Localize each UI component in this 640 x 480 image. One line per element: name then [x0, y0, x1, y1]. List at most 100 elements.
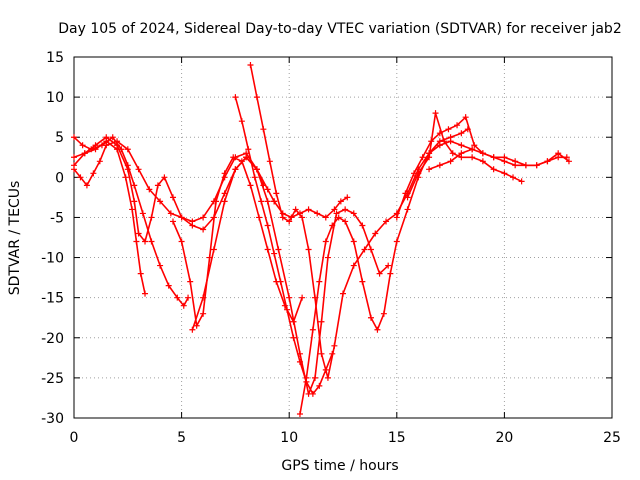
data-point — [286, 218, 293, 225]
data-point — [271, 198, 278, 205]
x-tick-label: 10 — [280, 430, 298, 446]
y-tick-label: -25 — [41, 371, 64, 387]
data-point — [135, 166, 142, 173]
data-point — [277, 278, 284, 285]
series-line — [249, 64, 473, 379]
x-tick-label: 25 — [603, 430, 621, 446]
data-point — [167, 210, 174, 217]
data-point — [490, 166, 497, 173]
data-point — [169, 218, 176, 225]
y-tick-label: 0 — [55, 170, 64, 186]
data-point — [142, 238, 149, 245]
data-point — [303, 374, 310, 381]
data-point — [213, 198, 220, 205]
data-point — [221, 198, 228, 205]
data-point — [441, 138, 448, 145]
data-point — [324, 254, 331, 261]
data-point — [256, 214, 263, 221]
data-point — [329, 222, 336, 229]
data-point — [316, 278, 323, 285]
y-tick-label: 15 — [46, 50, 64, 66]
series-arc-10 — [271, 194, 351, 221]
data-point — [367, 246, 374, 253]
data-point — [161, 174, 168, 181]
data-point — [200, 214, 207, 221]
data-point — [148, 214, 155, 221]
data-point — [122, 174, 129, 181]
data-point — [292, 206, 299, 213]
data-point — [374, 326, 381, 333]
series-arc-9 — [296, 126, 471, 417]
data-point — [533, 162, 540, 169]
data-point — [258, 198, 265, 205]
data-point — [385, 262, 392, 269]
data-point — [251, 174, 258, 181]
data-point — [299, 214, 306, 221]
data-point — [264, 222, 271, 229]
x-tick-label: 5 — [177, 430, 186, 446]
data-point — [157, 198, 164, 205]
data-point — [232, 94, 239, 101]
data-point — [71, 134, 77, 141]
data-point — [137, 270, 144, 277]
data-point — [340, 290, 346, 297]
data-point — [471, 142, 478, 149]
data-point — [157, 262, 164, 269]
data-point — [555, 154, 562, 161]
y-tick-label: -10 — [41, 251, 64, 267]
data-point — [522, 162, 529, 169]
series-arc-12 — [404, 110, 525, 201]
data-point — [387, 270, 394, 277]
data-point — [393, 214, 400, 221]
data-point — [221, 170, 228, 177]
data-point — [271, 250, 278, 257]
data-point — [337, 198, 344, 205]
series-line — [428, 148, 567, 171]
data-point — [415, 170, 422, 177]
data-point — [361, 246, 368, 253]
data-point — [367, 314, 374, 321]
data-point — [131, 198, 138, 205]
data-point — [469, 154, 476, 161]
y-tick-label: -15 — [41, 291, 64, 307]
x-tick-label: 0 — [70, 430, 79, 446]
data-point — [359, 278, 366, 285]
data-point — [324, 374, 331, 381]
data-point — [103, 134, 110, 141]
data-series — [71, 62, 572, 417]
x-tick-label: 15 — [388, 430, 406, 446]
axis-ticks: 0 5 10 15 20 25 -30 -25 -20 -15 -10 -5 0 5 10 15 — [41, 50, 621, 446]
data-point — [81, 150, 88, 157]
series-line — [299, 128, 469, 415]
data-point — [288, 214, 295, 221]
data-point — [154, 182, 161, 189]
data-point — [131, 182, 138, 189]
series-line — [172, 156, 303, 327]
data-point — [342, 206, 349, 213]
data-point — [200, 310, 207, 317]
data-point — [314, 210, 321, 217]
data-point — [447, 134, 454, 141]
data-point — [342, 218, 349, 225]
data-point — [458, 142, 465, 149]
data-point — [114, 138, 121, 145]
y-tick-label: -30 — [41, 411, 64, 427]
data-point — [200, 226, 207, 233]
data-point — [309, 390, 316, 397]
data-point — [77, 174, 84, 181]
data-point — [193, 322, 200, 329]
data-point — [279, 210, 286, 217]
data-point — [322, 238, 329, 245]
data-point — [71, 166, 77, 173]
data-point — [264, 198, 271, 205]
data-point — [490, 154, 497, 161]
data-point — [296, 210, 303, 217]
data-point — [402, 190, 409, 197]
data-point — [264, 246, 271, 253]
series-line — [234, 96, 333, 395]
data-point — [146, 186, 153, 193]
data-point — [260, 126, 267, 133]
data-point — [312, 374, 319, 381]
data-point — [133, 238, 140, 245]
